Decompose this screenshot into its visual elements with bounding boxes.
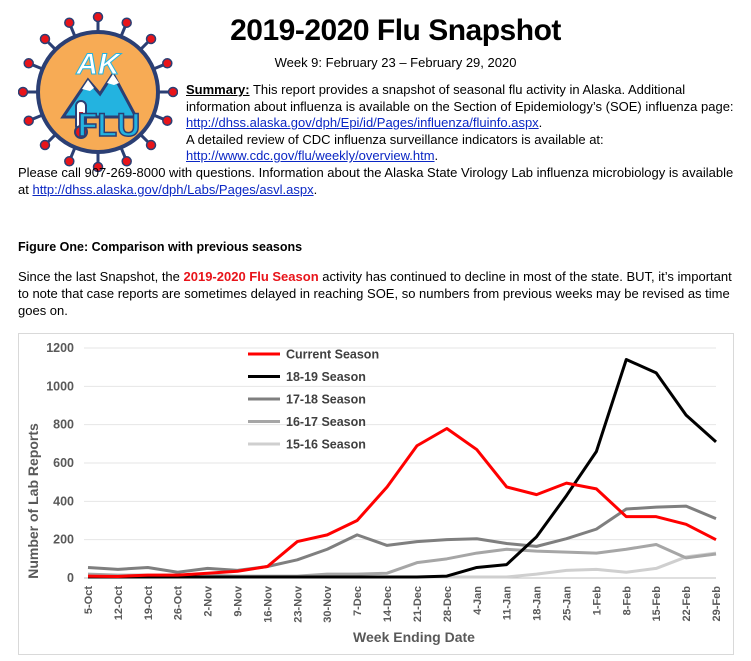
logo-spike-tip [39,33,51,45]
logo-spike-tip [92,12,104,23]
logo-spike-tip [162,115,173,126]
logo-flu-text: FLU [78,107,140,143]
report-week: Week 9: February 23 – February 29, 2020 [274,55,517,70]
contact-text: Please call 907-269-8000 with questions.… [18,165,734,197]
logo-spike-tip [121,156,132,167]
y-tick-label: 800 [53,418,74,432]
series-line [88,358,718,579]
x-tick-label: 23-Nov [292,585,304,623]
series-line [87,427,717,578]
x-tick-label: 7-Dec [352,586,364,616]
y-tick-label: 0 [67,571,74,585]
legend-label: 18-19 Season [286,370,366,384]
x-tick-label: 8-Feb [621,586,633,616]
soe-influenza-link[interactable]: http://dhss.alaska.gov/dph/Epi/id/Pages/… [186,115,539,130]
x-tick-label: 18-Jan [532,586,544,621]
x-tick-label: 1-Feb [591,586,603,616]
intro-text: Since the last Snapshot, the [18,269,184,284]
x-tick-label: 26-Oct [173,586,185,621]
x-tick-label: 14-Dec [382,586,394,622]
x-tick-label: 30-Nov [322,585,334,623]
x-tick-label: 29-Feb [711,586,723,622]
x-tick-label: 12-Oct [113,586,125,621]
cdc-review-text: A detailed review of CDC influenza surve… [186,131,604,147]
logo-spike-tip [18,86,29,98]
logo-spike-tip [23,58,34,69]
cdc-flu-link[interactable]: http://www.cdc.gov/flu/weekly/overview.h… [186,148,435,163]
summary-label: Summary: [186,82,250,97]
x-tick-label: 21-Dec [412,586,424,622]
y-tick-label: 1000 [46,379,74,393]
logo-spike-tip [39,139,51,151]
logo-spike-tip [92,161,104,172]
summary-paragraph: Summary: This report provides a snapshot… [186,82,734,165]
legend-label: Current Season [286,348,379,362]
x-tick-label: 9-Nov [233,585,245,616]
logo-spike-tip [64,17,75,28]
y-tick-label: 400 [53,494,74,508]
page-title: 2019-2020 Flu Snapshot [230,14,561,47]
legend-label: 16-17 Season [286,415,366,429]
x-tick-label: 28-Dec [442,586,454,622]
contact-paragraph: Please call 907-269-8000 with questions.… [18,165,734,198]
figure-intro: Since the last Snapshot, the 2019-2020 F… [18,268,734,319]
legend-label: 17-18 Season [286,393,366,407]
logo-spike-tip [145,139,157,151]
logo-spike-tip [167,86,178,98]
intro-text-rest: activity has continued to decline in mos… [18,269,732,318]
summary-text: This report provides a snapshot of seaso… [186,82,734,114]
asvl-link[interactable]: http://dhss.alaska.gov/dph/Labs/Pages/as… [32,181,314,197]
logo-spike-tip [121,17,132,28]
series-line [87,504,717,574]
summary-text-end: . [538,115,543,130]
y-tick-label: 1200 [46,341,74,355]
flu-comparison-chart: 0 200 400 600 800 1000 1200 5-Oct 12-Oct 19-Oct 2… [25,341,723,645]
x-tick-label: 16-Nov [262,585,274,623]
x-axis-label: Week Ending Date [353,629,475,645]
logo-spike-tip [64,156,75,167]
x-tick-label: 11-Jan [502,586,514,621]
figure-heading: Figure One: Comparison with previous sea… [18,240,303,254]
x-tick-label: 4-Jan [472,586,484,615]
season-highlight: 2019-2020 Flu Season [183,269,319,284]
x-tick-label: 15-Feb [651,586,663,622]
chart-frame [18,333,734,655]
y-axis-label: Number of Lab Reports [25,423,41,579]
ak-flu-logo: AK FLU [18,12,178,172]
x-tick-label: 2-Nov [203,585,215,616]
y-tick-label: 200 [53,533,74,547]
logo-spike-tip [23,115,34,126]
logo-spike-tip [162,58,173,69]
cdc-link-period: . [434,148,439,163]
x-tick-label: 5-Oct [83,586,95,614]
contact-text-end: . [313,181,318,197]
y-tick-label: 600 [53,456,74,470]
logo-spike-tip [145,33,157,45]
logo-ak-text: AK [75,48,122,81]
x-tick-label: 19-Oct [143,586,155,621]
x-tick-label: 22-Feb [681,586,693,622]
legend-label: 15-16 Season [286,438,366,452]
x-tick-label: 25-Jan [561,586,573,621]
